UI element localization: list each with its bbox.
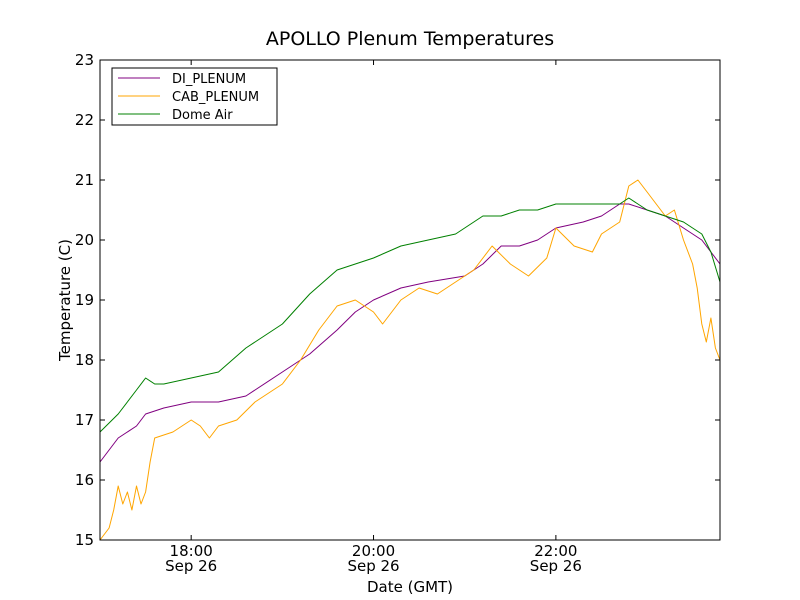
x-tick-label-date: Sep 26: [530, 557, 582, 575]
y-tick-label: 20: [75, 231, 94, 249]
y-axis-label: Temperature (C): [56, 239, 74, 362]
y-tick-label: 15: [75, 531, 94, 549]
y-tick-label: 22: [75, 111, 94, 129]
series-line-dome-air: [99, 197, 721, 433]
series-layer: [99, 179, 721, 541]
x-axis-label: Date (GMT): [367, 578, 453, 596]
series-line-di-plenum: [99, 203, 721, 463]
plot-area: [99, 59, 721, 541]
y-tick-label: 16: [75, 471, 94, 489]
legend: DI_PLENUM CAB_PLENUM Dome Air: [111, 67, 278, 126]
legend-label-cab-plenum: CAB_PLENUM: [172, 90, 259, 105]
x-tick-label-time: 22:00: [534, 542, 577, 560]
y-tick-label: 23: [75, 51, 94, 69]
x-tick-label-date: Sep 26: [347, 557, 399, 575]
y-tick-label: 18: [75, 351, 94, 369]
legend-label-di-plenum: DI_PLENUM: [172, 72, 246, 87]
series-line-cab-plenum: [99, 179, 721, 541]
legend-label-dome-air: Dome Air: [172, 108, 233, 123]
y-tick-label: 21: [75, 171, 94, 189]
x-tick-label-date: Sep 26: [165, 557, 217, 575]
chart-title: APOLLO Plenum Temperatures: [266, 28, 554, 50]
y-tick-label: 17: [75, 411, 94, 429]
x-tick-label-time: 18:00: [170, 542, 213, 560]
x-tick-label-time: 20:00: [352, 542, 395, 560]
plot-frame: [99, 59, 721, 541]
y-axis: 15 16 17 18 19 20 21 22 23: [75, 51, 720, 549]
y-tick-label: 19: [75, 291, 94, 309]
